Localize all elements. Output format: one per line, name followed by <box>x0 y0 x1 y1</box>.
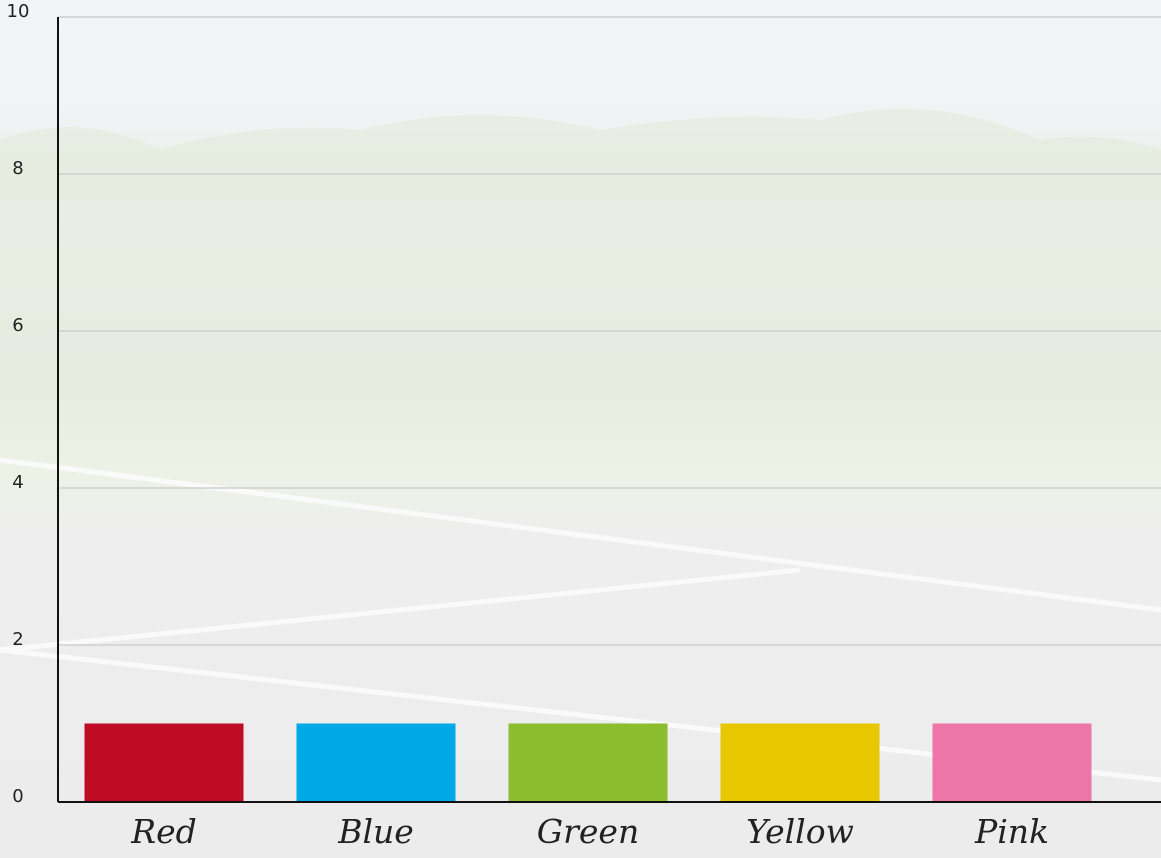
y-tick-label: 2 <box>12 629 23 650</box>
y-tick-label: 10 <box>7 1 30 22</box>
bar <box>720 723 880 802</box>
x-tick-label: Red <box>130 812 197 851</box>
x-tick-label: Pink <box>974 812 1049 851</box>
bars <box>84 723 1092 802</box>
bar <box>508 723 668 802</box>
x-tick-label: Green <box>537 812 639 851</box>
x-tick-label: Yellow <box>746 812 854 851</box>
y-tick-label: 8 <box>12 158 23 179</box>
bar <box>932 723 1092 802</box>
y-tick-label: 0 <box>12 786 23 807</box>
trees <box>0 108 1161 200</box>
bar <box>84 723 244 802</box>
x-tick-label: Blue <box>337 812 414 851</box>
y-tick-label: 4 <box>12 472 23 493</box>
y-tick-label: 6 <box>12 315 23 336</box>
bar <box>296 723 456 802</box>
